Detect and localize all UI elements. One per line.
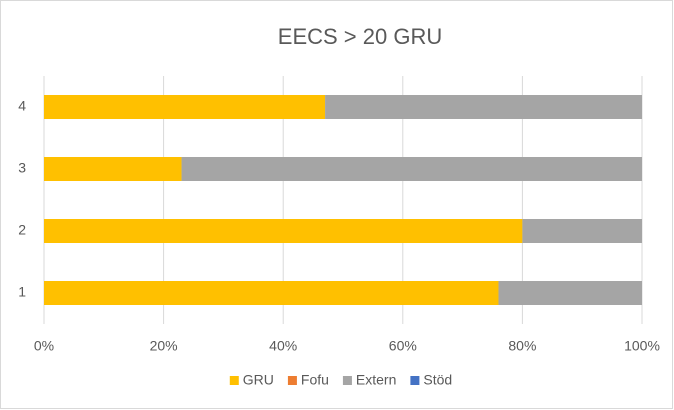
x-tick-label: 100% bbox=[624, 338, 660, 354]
x-tick-label: 20% bbox=[150, 338, 178, 354]
x-tick-label: 40% bbox=[269, 338, 297, 354]
y-tick-label: 1 bbox=[18, 284, 26, 300]
legend-label: GRU bbox=[243, 372, 274, 388]
x-tick-label: 80% bbox=[508, 338, 536, 354]
chart-title: EECS > 20 GRU bbox=[278, 24, 442, 49]
y-tick-label: 4 bbox=[18, 98, 26, 114]
legend-swatch bbox=[287, 376, 297, 385]
legend-swatch bbox=[229, 376, 239, 385]
bar-segment bbox=[181, 157, 643, 181]
bar-segment bbox=[325, 95, 642, 119]
y-tick-label: 2 bbox=[18, 222, 26, 238]
legend-swatch bbox=[410, 376, 420, 385]
x-tick-label: 60% bbox=[389, 338, 417, 354]
bar-segment bbox=[498, 281, 642, 305]
y-tick-label: 3 bbox=[18, 160, 26, 176]
x-tick-label: 0% bbox=[34, 338, 54, 354]
legend-label: Extern bbox=[356, 372, 396, 388]
bar-segment bbox=[44, 157, 182, 181]
bar-segment bbox=[44, 219, 523, 243]
bar-segment bbox=[522, 219, 642, 243]
legend-label: Stöd bbox=[423, 372, 452, 388]
bar-segment bbox=[44, 281, 499, 305]
legend-label: Fofu bbox=[301, 372, 329, 388]
bar-segment bbox=[44, 95, 326, 119]
legend-swatch bbox=[342, 376, 352, 385]
